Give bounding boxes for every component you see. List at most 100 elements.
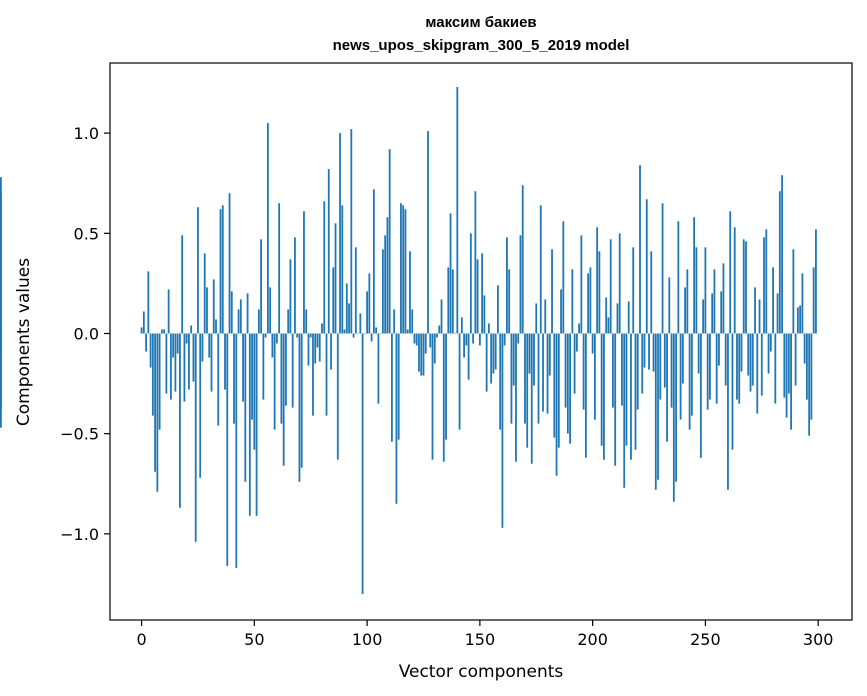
bar-112 xyxy=(393,309,396,334)
bar-64 xyxy=(285,333,287,406)
bar-238 xyxy=(677,221,680,334)
bar-66 xyxy=(289,259,292,334)
bar-153 xyxy=(485,333,488,392)
bar-294 xyxy=(803,333,806,364)
bar-125 xyxy=(422,333,425,376)
bar-289 xyxy=(792,249,795,334)
y-tick-label: −1.0 xyxy=(60,525,99,544)
bar-65 xyxy=(287,309,290,334)
bar-73 xyxy=(305,309,308,334)
bar-296 xyxy=(808,333,811,436)
bar-144 xyxy=(465,333,468,346)
bar-254 xyxy=(713,269,716,334)
bar-20 xyxy=(185,333,188,344)
bar-165 xyxy=(512,333,515,386)
bar-55 xyxy=(264,333,267,338)
bar-37 xyxy=(224,333,226,390)
bar-80 xyxy=(321,323,323,334)
bar-33 xyxy=(215,319,217,334)
bar-243 xyxy=(688,333,691,430)
bar-240 xyxy=(681,333,684,384)
bar-176 xyxy=(537,333,540,424)
bar-131 xyxy=(436,333,438,338)
bar-12 xyxy=(167,289,170,334)
bar-101 xyxy=(368,273,371,334)
bar-270 xyxy=(749,333,752,392)
bar-178 xyxy=(542,333,544,412)
bar-155 xyxy=(490,333,493,384)
bar-77 xyxy=(314,333,317,364)
bar-92 xyxy=(348,303,350,334)
bar-269 xyxy=(747,333,750,376)
bar-28 xyxy=(203,253,206,334)
bar-109 xyxy=(386,217,389,334)
bar-146 xyxy=(469,233,472,334)
bar-163 xyxy=(508,269,511,334)
bar-29 xyxy=(206,287,208,334)
bar-104 xyxy=(375,327,378,334)
bar-283 xyxy=(778,191,781,334)
bar-207 xyxy=(607,317,610,334)
bar-21 xyxy=(188,333,190,390)
bar-271 xyxy=(751,333,754,386)
bar-290 xyxy=(794,333,797,386)
bar-297 xyxy=(810,333,813,420)
bar-38 xyxy=(226,333,229,566)
bar-88 xyxy=(339,133,341,334)
bar-135 xyxy=(445,333,447,440)
bar-116 xyxy=(402,205,405,334)
bar-8 xyxy=(158,333,161,430)
bar-257 xyxy=(720,291,723,334)
bar-59 xyxy=(273,333,276,430)
bar-118 xyxy=(406,329,409,334)
bar-126 xyxy=(424,333,427,354)
bar-3 xyxy=(147,271,150,334)
bar-157 xyxy=(494,333,497,370)
bar-215 xyxy=(625,333,628,446)
bar-298 xyxy=(812,267,815,334)
bar-54 xyxy=(262,333,265,400)
bar-114 xyxy=(397,333,400,440)
bar-1 xyxy=(142,311,145,334)
bar-160 xyxy=(501,333,504,528)
bar-181 xyxy=(548,333,551,376)
bar-undefined xyxy=(0,177,2,334)
bar-84 xyxy=(330,333,332,370)
bar-67 xyxy=(291,333,294,408)
bar-149 xyxy=(476,259,479,334)
bar-19 xyxy=(183,333,186,402)
bar-undefined xyxy=(0,333,2,408)
bar-68 xyxy=(294,237,296,334)
bar-71 xyxy=(300,333,303,468)
bar-253 xyxy=(711,293,714,334)
bar-245 xyxy=(693,217,696,334)
bar-35 xyxy=(219,209,222,334)
bar-168 xyxy=(519,235,522,334)
bar-259 xyxy=(724,333,727,386)
bar-171 xyxy=(526,333,529,448)
bar-44 xyxy=(239,299,242,334)
bar-40 xyxy=(230,291,233,334)
bar-5 xyxy=(151,333,154,416)
bar-224 xyxy=(645,199,648,334)
bar-120 xyxy=(411,309,414,334)
y-tick-label: 1.0 xyxy=(74,124,99,143)
bar-81 xyxy=(323,201,326,334)
bar-184 xyxy=(555,333,558,476)
bar-251 xyxy=(706,333,709,410)
bar-262 xyxy=(731,333,734,450)
bar-267 xyxy=(742,239,745,334)
bar-94 xyxy=(352,333,355,338)
bar-256 xyxy=(718,333,720,366)
bar-191 xyxy=(571,269,574,334)
bar-27 xyxy=(201,333,204,362)
bar-148 xyxy=(474,191,477,334)
bar-192 xyxy=(573,333,576,394)
bar-177 xyxy=(539,205,542,334)
bar-174 xyxy=(533,333,535,386)
bar-197 xyxy=(584,333,587,458)
bar-31 xyxy=(210,333,213,392)
bar-0 xyxy=(140,327,143,334)
bar-162 xyxy=(506,237,508,334)
